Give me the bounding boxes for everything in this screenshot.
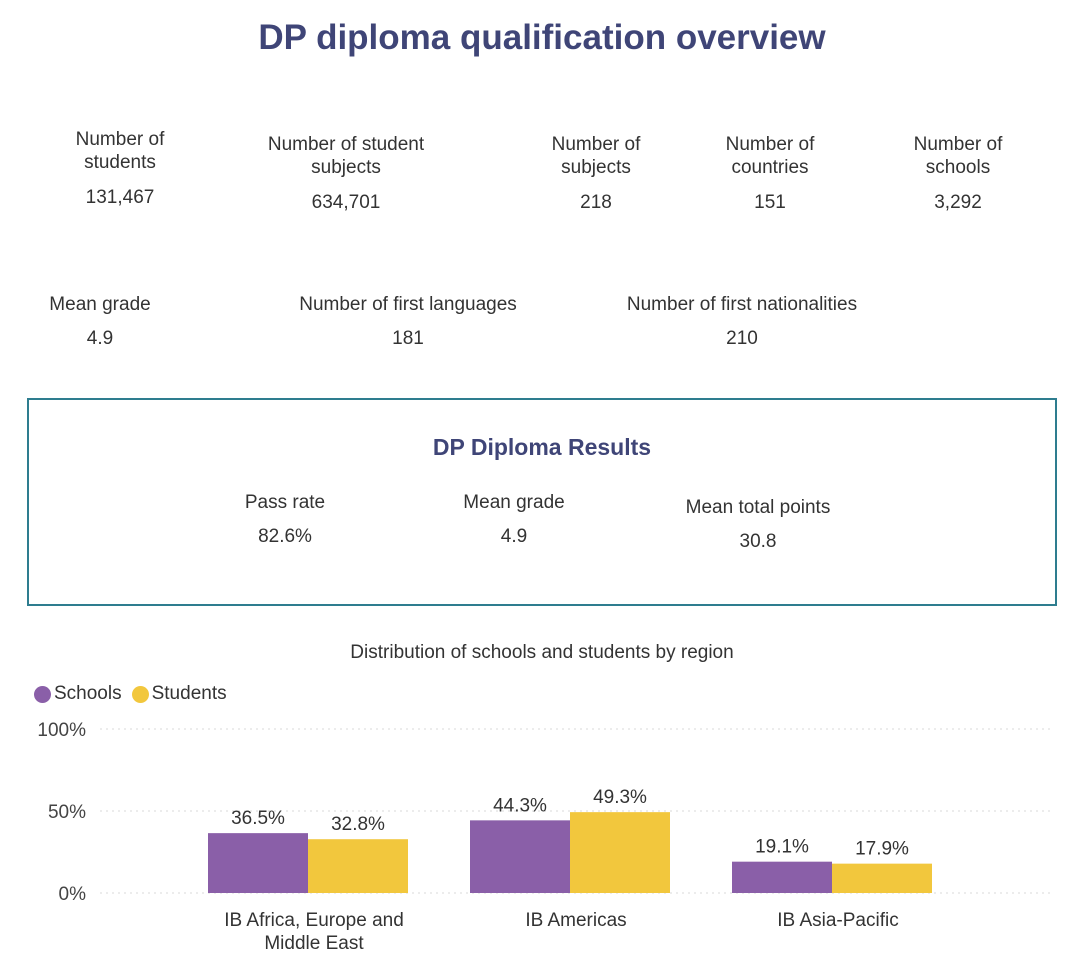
stat-value: 218 xyxy=(580,192,612,213)
x-tick-label: IB Americas xyxy=(525,910,626,931)
stat-first-languages: Number of first languages 181 xyxy=(268,293,548,350)
stat-mean-grade: Mean grade 4.9 xyxy=(20,293,180,350)
stat-value: 4.9 xyxy=(500,526,528,547)
bar-schools xyxy=(470,820,570,893)
y-tick-label: 0% xyxy=(59,884,87,905)
stat-label: Number of student subjects xyxy=(267,134,425,178)
stat-student-subjects: Number of student subjects 634,701 xyxy=(236,133,456,214)
legend-swatch-schools xyxy=(34,685,51,703)
bar-schools xyxy=(732,861,832,893)
data-label: 36.5% xyxy=(231,808,285,829)
results-panel xyxy=(27,398,1057,606)
stat-students: Number of students 131,467 xyxy=(40,128,200,209)
page-title: DP diploma qualification overview xyxy=(258,18,826,57)
x-tick-label: Middle East xyxy=(264,933,364,954)
legend-item-schools: Schools xyxy=(34,683,122,705)
chart-title: Distribution of schools and students by … xyxy=(350,642,734,663)
result-mean-grade: Mean grade 4.9 xyxy=(424,491,604,548)
stat-label: Number of subjects xyxy=(551,134,641,178)
stat-value: 4.9 xyxy=(86,328,114,349)
legend-item-students: Students xyxy=(131,683,227,705)
stat-label: Mean grade xyxy=(463,492,565,513)
bar-students xyxy=(308,839,408,893)
stat-label: Number of first nationalities xyxy=(626,294,858,315)
data-label: 32.8% xyxy=(331,814,385,835)
stat-label: Number of students xyxy=(75,129,165,173)
legend-swatch-students xyxy=(131,685,149,703)
stat-label: Pass rate xyxy=(244,492,326,513)
stat-schools: Number of schools 3,292 xyxy=(888,133,1028,214)
stat-label: Mean total points xyxy=(685,497,831,518)
data-label: 19.1% xyxy=(755,837,809,858)
stat-first-nationalities: Number of first nationalities 210 xyxy=(590,293,894,350)
results-title: DP Diploma Results xyxy=(432,434,652,460)
stat-label: Number of first languages xyxy=(299,294,517,315)
stat-value: 82.6% xyxy=(258,526,312,547)
data-label: 49.3% xyxy=(593,787,647,808)
bar-students xyxy=(832,863,932,893)
data-label: 17.9% xyxy=(855,839,909,860)
legend-label-students: Students xyxy=(151,683,227,704)
stat-value: 151 xyxy=(754,192,786,213)
stat-value: 131,467 xyxy=(85,187,155,208)
y-tick-label: 100% xyxy=(37,720,86,741)
stat-value: 181 xyxy=(392,328,424,349)
bar-students xyxy=(570,812,670,893)
x-tick-label: IB Africa, Europe and xyxy=(224,910,404,931)
bar-schools xyxy=(208,833,308,893)
data-label: 44.3% xyxy=(493,795,547,816)
y-tick-label: 50% xyxy=(48,802,86,823)
x-tick-label: IB Asia-Pacific xyxy=(777,910,898,931)
stat-label: Mean grade xyxy=(49,294,151,315)
result-pass-rate: Pass rate 82.6% xyxy=(205,491,365,548)
chart-legend: Schools Students xyxy=(34,683,237,705)
legend-label-schools: Schools xyxy=(54,683,122,704)
result-mean-total-points: Mean total points 30.8 xyxy=(648,496,868,553)
stat-value: 634,701 xyxy=(311,192,381,213)
stat-value: 210 xyxy=(726,328,758,349)
stat-value: 3,292 xyxy=(934,192,982,213)
stat-label: Number of schools xyxy=(913,134,1003,178)
stat-countries: Number of countries 151 xyxy=(700,133,840,214)
stat-subjects: Number of subjects 218 xyxy=(526,133,666,214)
stat-label: Number of countries xyxy=(725,134,815,178)
stat-value: 30.8 xyxy=(739,531,777,552)
